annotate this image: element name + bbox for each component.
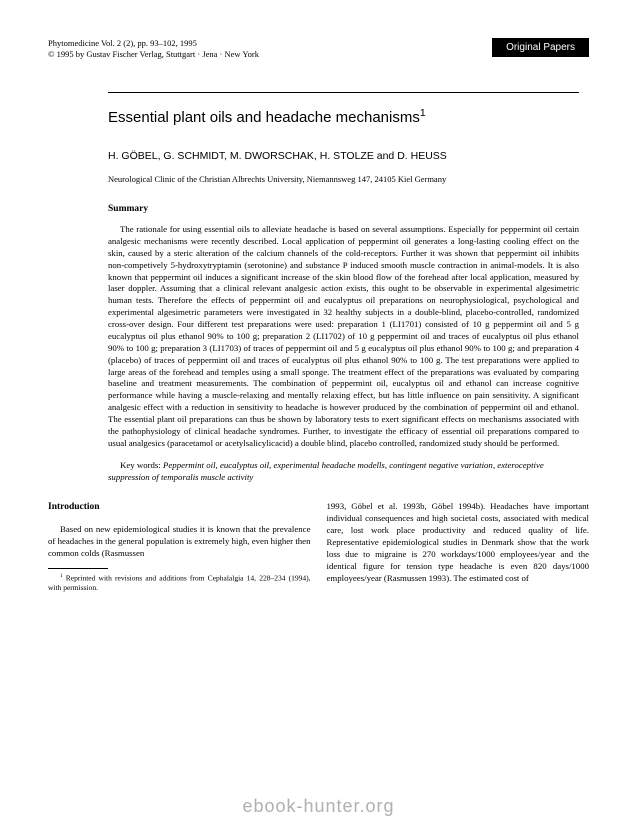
right-column: 1993, Göbel et al. 1993b, Göbel 1994b). … [327,501,590,592]
title-section: Essential plant oils and headache mechan… [108,92,579,483]
header: Phytomedicine Vol. 2 (2), pp. 93–102, 19… [48,38,589,60]
intro-right-text: 1993, Göbel et al. 1993b, Göbel 1994b). … [327,501,590,584]
introduction-heading: Introduction [48,501,311,514]
journal-line1: Phytomedicine Vol. 2 (2), pp. 93–102, 19… [48,38,259,49]
summary-heading: Summary [108,204,579,214]
keywords: Key words: Peppermint oil, eucalyptus oi… [108,460,579,484]
keywords-content: Peppermint oil, eucalyptus oil, experime… [108,460,544,482]
watermark: ebook-hunter.org [0,796,637,817]
footnote: 1 Reprinted with revisions and additions… [48,573,311,593]
affiliation: Neurological Clinic of the Christian Alb… [108,174,579,184]
authors: H. GÖBEL, G. SCHMIDT, M. DWORSCHAK, H. S… [108,150,579,162]
journal-line2: © 1995 by Gustav Fischer Verlag, Stuttga… [48,49,259,60]
two-column-section: Introduction Based on new epidemiologica… [48,501,589,592]
title-rule [108,92,579,93]
footnote-rule [48,568,108,569]
left-column: Introduction Based on new epidemiologica… [48,501,311,592]
paper-title: Essential plant oils and headache mechan… [108,107,579,126]
summary-text: The rationale for using essential oils t… [108,224,579,450]
journal-info: Phytomedicine Vol. 2 (2), pp. 93–102, 19… [48,38,259,60]
section-badge: Original Papers [492,38,589,57]
intro-left-text: Based on new epidemiological studies it … [48,524,311,560]
keywords-label: Key words: [120,460,163,470]
